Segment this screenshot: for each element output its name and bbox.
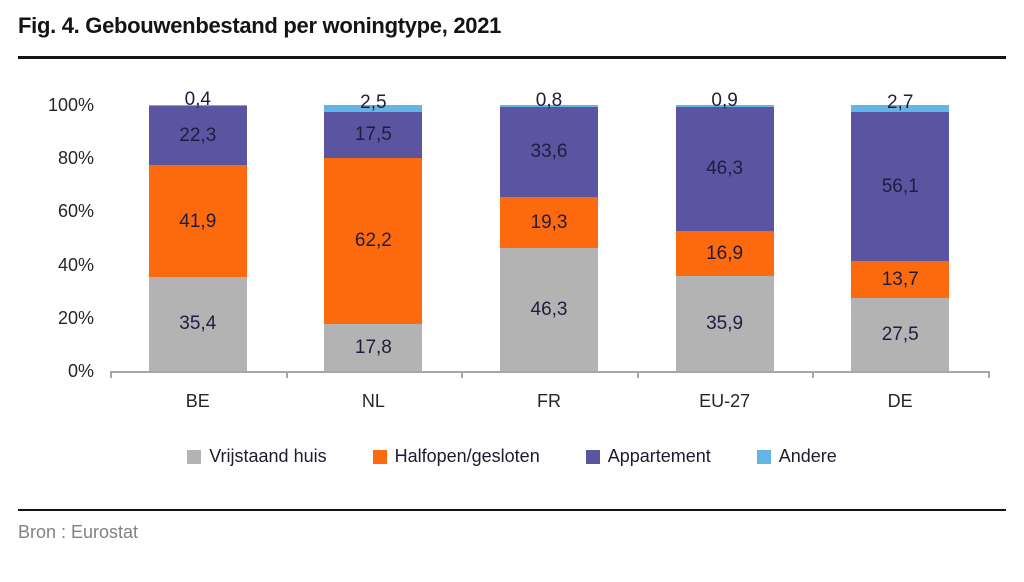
y-axis-tick-label: 80% [57,148,94,169]
x-axis-category-label: DE [887,391,913,411]
bar-eu-27: 35,9 16,9 46,3 0,9 [675,91,774,371]
legend-swatch [756,449,771,464]
bar-value-label: 0,8 [535,89,563,111]
bar-segment: 41,9 [148,165,247,277]
y-axis-tick-label: 60% [57,201,94,222]
legend-item: Appartement [585,446,711,467]
bar-value-label: 17,5 [354,124,392,146]
bar-value-label: 2,7 [886,92,914,114]
x-axis-tick [812,371,815,378]
x-axis-category-label: NL [361,391,385,411]
page-title: Fig. 4. Gebouwenbestand per woningtype, … [18,13,502,38]
bar-value-label: 17,8 [354,336,392,358]
bar-segment: 56,1 [851,112,950,262]
legend-swatch [187,449,202,464]
y-axis-tick-label: 40% [57,254,94,275]
bar-segment: 16,9 [675,230,774,276]
bar-segment: 0,4 [148,90,247,109]
legend-item: Halfopen/gesloten [372,446,540,467]
bar-nl: 17,8 62,2 17,5 2,5 [324,93,423,371]
bar-be: 35,4 41,9 22,3 0,4 [148,90,247,371]
bar-value-label: 19,3 [530,211,568,233]
y-axis-tick-label: 100% [47,95,94,115]
bar-value-label: 46,3 [530,298,568,320]
bar-value-label: 35,4 [179,313,217,335]
x-axis-category-label: BE [185,391,210,411]
x-axis-tick [636,371,639,378]
footer-divider [18,509,1006,511]
legend-item: Andere [756,446,837,467]
bar-value-label: 27,5 [881,323,919,345]
source-text: Bron : Eurostat [18,522,139,542]
legend-label: Vrijstaand huis [209,446,327,466]
bar-segment: 35,4 [148,276,247,371]
x-axis-tick [461,371,464,378]
bar-fr: 46,3 19,3 33,6 0,8 [500,91,598,371]
x-axis-tick [988,371,990,378]
bar-value-label: 16,9 [706,242,744,264]
bar-value-label: 0,4 [184,89,211,111]
x-axis-line [110,371,989,373]
bar-segment: 0,8 [500,91,598,110]
bar-value-label: 35,9 [706,312,744,334]
plot-area: 35,4 41,9 22,3 0,4 17,8 62,2 17,5 2,5 46,3 19,3 33… [110,90,988,371]
bar-segment: 62,2 [324,158,423,324]
bar-segment: 17,8 [324,323,423,371]
bar-segment: 2,5 [324,93,423,112]
bar-segment: 46,3 [675,107,774,231]
bar-value-label: 56,1 [881,176,919,198]
bar-segment: 2,7 [851,93,950,113]
bar-value-label: 62,2 [354,230,392,252]
y-axis-tick-label: 20% [57,307,94,328]
bar-value-label: 2,5 [360,91,387,113]
bar-segment: 27,5 [851,297,950,371]
bar-segment: 17,5 [324,111,423,159]
y-axis-tick-label: 0% [67,361,94,381]
bar-segment: 19,3 [500,196,598,248]
bar-de: 27,5 13,7 56,1 2,7 [851,93,950,371]
legend-swatch [585,449,600,464]
bar-value-label: 41,9 [179,210,217,232]
bar-value-label: 22,3 [179,125,217,147]
bar-segment: 35,9 [675,275,774,371]
title-divider [18,56,1006,59]
bar-segment: 13,7 [851,261,950,298]
bar-segment: 46,3 [500,247,598,371]
x-axis-tick [110,371,112,378]
legend-label: Appartement [607,446,711,466]
legend-item: Vrijstaand huis [187,446,327,467]
x-axis-category-label: FR [536,391,561,411]
bar-segment: 22,3 [148,106,247,166]
bar-segment: 0,9 [675,91,774,110]
bar-value-label: 13,7 [881,269,919,291]
legend-label: Halfopen/gesloten [394,446,540,466]
x-axis-category-label: EU-27 [699,391,751,411]
bar-segment: 33,6 [500,107,598,197]
bar-value-label: 33,6 [530,141,568,163]
bar-value-label: 46,3 [706,158,744,180]
x-axis-tick [285,371,288,378]
chart-legend: Vrijstaand huis Halfopen/gesloten Appartem… [0,446,1024,467]
legend-label: Andere [778,446,837,466]
bar-value-label: 0,9 [711,89,738,111]
legend-swatch [372,449,387,464]
